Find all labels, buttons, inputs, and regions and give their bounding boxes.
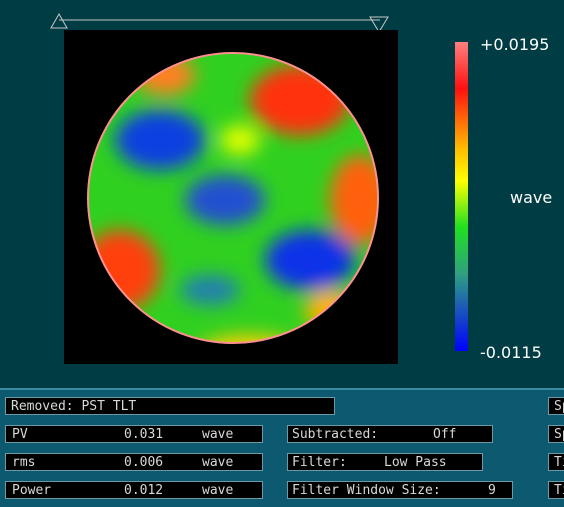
setting-label: Filter: bbox=[292, 455, 347, 470]
result-label: rms bbox=[12, 455, 36, 470]
result-label: Power bbox=[12, 483, 52, 498]
slider-handle[interactable] bbox=[50, 12, 68, 29]
setting-field: Subtracted: Off bbox=[287, 425, 493, 443]
side-tab: Ti bbox=[548, 453, 564, 471]
result-value: 0.031 bbox=[124, 427, 164, 442]
result-field: rms 0.006 wave bbox=[5, 453, 263, 471]
setting-value: Off bbox=[433, 427, 457, 442]
setting-label: Subtracted: bbox=[292, 427, 379, 442]
slider-handle[interactable] bbox=[369, 16, 389, 33]
result-field: PV 0.031 wave bbox=[5, 425, 263, 443]
result-unit: wave bbox=[202, 455, 234, 470]
aperture-edge bbox=[87, 52, 379, 344]
result-label: PV bbox=[12, 427, 28, 442]
result-value: 0.006 bbox=[124, 455, 164, 470]
setting-value: Low Pass bbox=[384, 455, 447, 470]
setting-value: 9 bbox=[488, 483, 496, 498]
surface-map bbox=[88, 53, 378, 343]
side-tab: Sp bbox=[548, 397, 564, 415]
colorbar-unit: wave bbox=[510, 188, 553, 207]
result-value: 0.012 bbox=[124, 483, 164, 498]
result-field: Power 0.012 wave bbox=[5, 481, 263, 499]
map-view bbox=[50, 12, 468, 364]
colorbar-min: -0.0115 bbox=[480, 343, 542, 362]
colorbar-max: +0.0195 bbox=[480, 35, 550, 54]
result-unit: wave bbox=[202, 427, 234, 442]
result-unit: wave bbox=[202, 483, 234, 498]
side-tab: Ti bbox=[548, 481, 564, 499]
removed-field: Removed: PST TLT bbox=[5, 397, 335, 415]
setting-label: Filter Window Size: bbox=[292, 483, 441, 498]
setting-field: Filter Window Size: 9 bbox=[287, 481, 513, 499]
color-bar bbox=[455, 42, 468, 351]
setting-field: Filter: Low Pass bbox=[287, 453, 483, 471]
side-tab: Sp bbox=[548, 425, 564, 443]
